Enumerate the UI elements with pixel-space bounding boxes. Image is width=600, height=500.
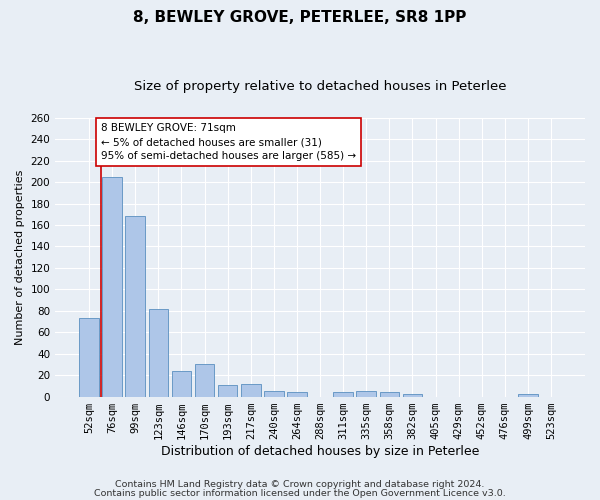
Bar bbox=[356, 391, 376, 396]
Bar bbox=[149, 308, 168, 396]
Bar bbox=[125, 216, 145, 396]
Text: 8, BEWLEY GROVE, PETERLEE, SR8 1PP: 8, BEWLEY GROVE, PETERLEE, SR8 1PP bbox=[133, 10, 467, 25]
Bar bbox=[103, 177, 122, 396]
Bar bbox=[287, 392, 307, 396]
X-axis label: Distribution of detached houses by size in Peterlee: Distribution of detached houses by size … bbox=[161, 444, 479, 458]
Y-axis label: Number of detached properties: Number of detached properties bbox=[15, 170, 25, 345]
Text: Contains HM Land Registry data © Crown copyright and database right 2024.: Contains HM Land Registry data © Crown c… bbox=[115, 480, 485, 489]
Bar bbox=[218, 385, 238, 396]
Bar bbox=[79, 318, 99, 396]
Bar bbox=[264, 391, 284, 396]
Title: Size of property relative to detached houses in Peterlee: Size of property relative to detached ho… bbox=[134, 80, 506, 93]
Bar bbox=[241, 384, 260, 396]
Text: Contains public sector information licensed under the Open Government Licence v3: Contains public sector information licen… bbox=[94, 488, 506, 498]
Bar bbox=[518, 394, 538, 396]
Bar bbox=[172, 371, 191, 396]
Bar bbox=[380, 392, 399, 396]
Bar bbox=[403, 394, 422, 396]
Bar bbox=[334, 392, 353, 396]
Text: 8 BEWLEY GROVE: 71sqm
← 5% of detached houses are smaller (31)
95% of semi-detac: 8 BEWLEY GROVE: 71sqm ← 5% of detached h… bbox=[101, 123, 356, 161]
Bar bbox=[195, 364, 214, 396]
